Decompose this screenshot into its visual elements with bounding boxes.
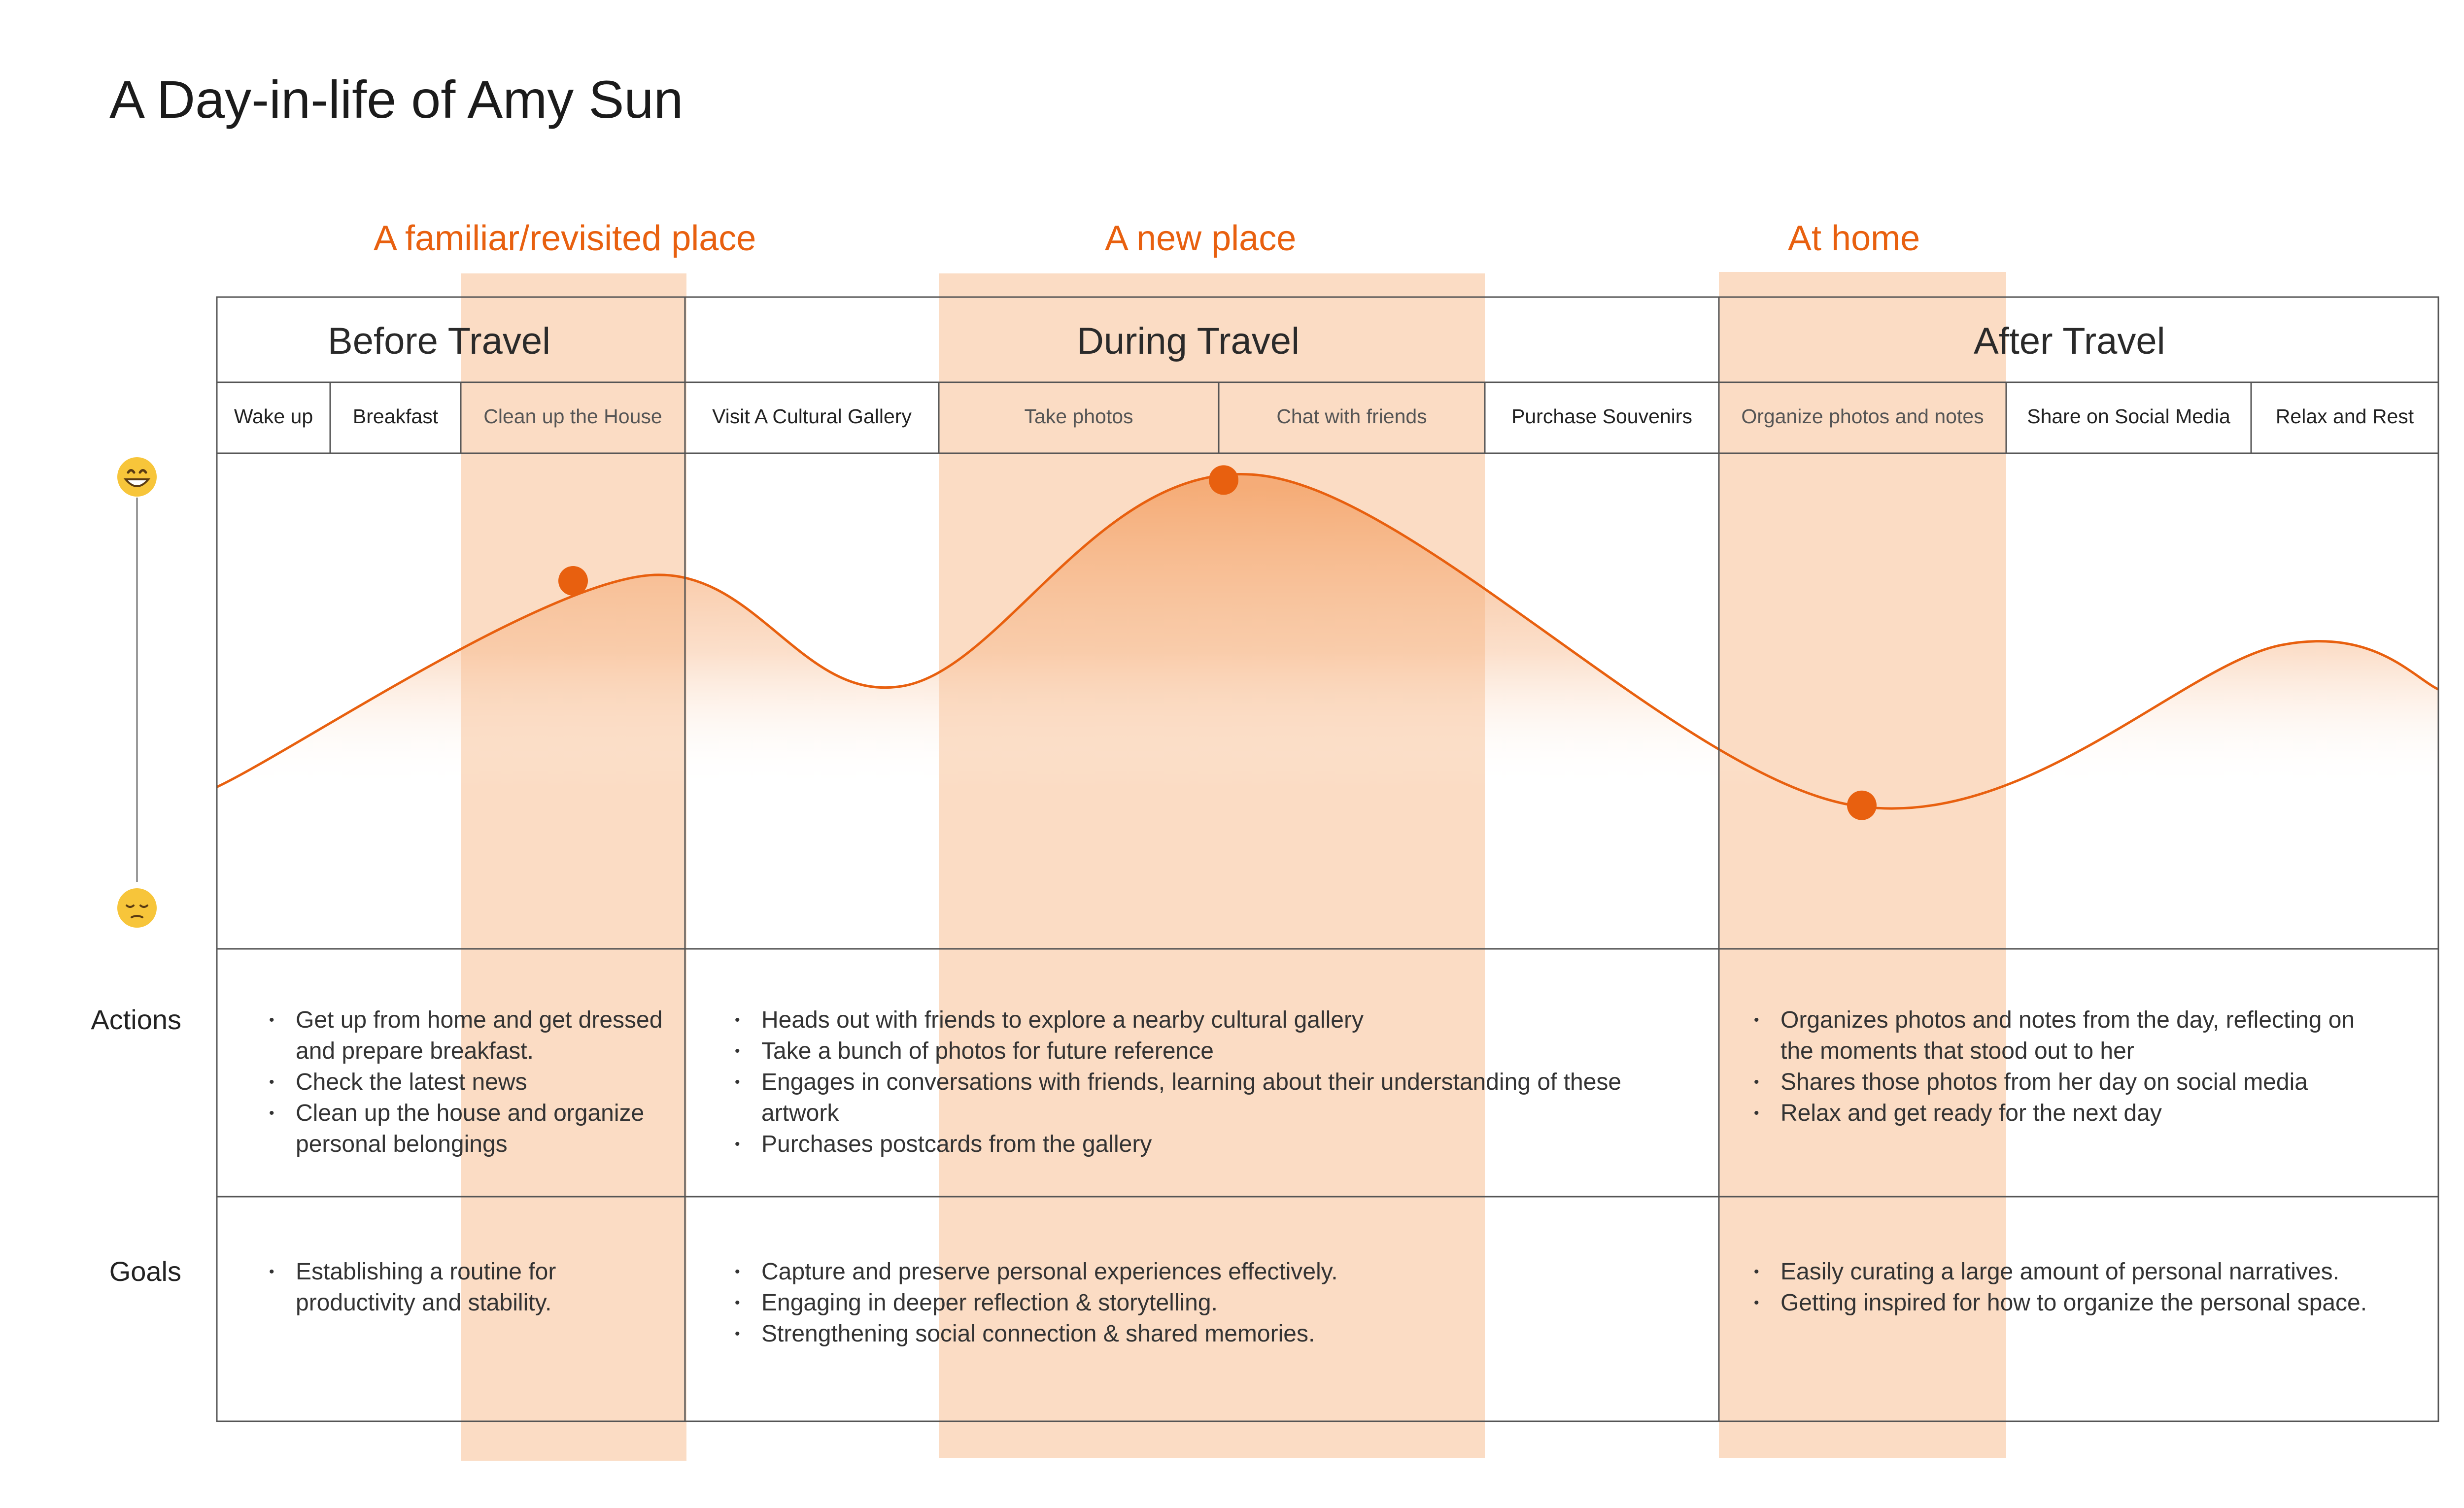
emotion-point-organize-photos-and-notes — [1847, 790, 1877, 820]
step-breakfast: Breakfast — [352, 405, 439, 428]
goals-after: Easily curating a large amount of person… — [1751, 1256, 2431, 1318]
list-item: Relax and get ready for the next day — [1751, 1098, 2392, 1129]
row-label-goals: Goals — [109, 1256, 181, 1287]
step-take-photos: Take photos — [1024, 405, 1133, 428]
list-item: Check the latest news — [266, 1067, 670, 1098]
goals-during: Capture and preserve personal experience… — [732, 1256, 1643, 1349]
step-chat-friends: Chat with friends — [1276, 405, 1427, 428]
list-item: Clean up the house and organize personal… — [266, 1098, 670, 1160]
list-item: Purchases postcards from the gallery — [732, 1129, 1643, 1160]
actions-after: Organizes photos and notes from the day,… — [1751, 1005, 2392, 1129]
list-item: Getting inspired for how to organize the… — [1751, 1287, 2431, 1318]
list-item: Shares those photos from her day on soci… — [1751, 1067, 2392, 1098]
phase-before-travel: Before Travel — [328, 320, 550, 362]
list-item: Engages in conversations with friends, l… — [732, 1067, 1643, 1129]
grinning-face-icon — [117, 457, 157, 497]
emotion-point-clean-up-the-house — [558, 566, 588, 596]
table-grid — [216, 296, 2439, 1422]
step-share-social: Share on Social Media — [2027, 405, 2230, 428]
step-purchase-souvenirs: Purchase Souvenirs — [1511, 405, 1692, 428]
step-relax-rest: Relax and Rest — [2275, 405, 2414, 428]
actions-before: Get up from home and get dressed and pre… — [266, 1005, 670, 1160]
list-item: Take a bunch of photos for future refere… — [732, 1036, 1643, 1067]
context-label-familiar: A familiar/revisited place — [374, 219, 756, 258]
context-label-home: At home — [1788, 219, 1920, 258]
list-item: Engaging in deeper reflection & storytel… — [732, 1287, 1643, 1318]
list-item: Establishing a routine for productivity … — [266, 1256, 631, 1318]
emotion-point-chat-with-friends — [1209, 465, 1238, 495]
phase-after-travel: After Travel — [1974, 320, 2165, 362]
step-organize-photos: Organize photos and notes — [1741, 405, 1984, 428]
emotion-curve — [217, 473, 2438, 810]
context-label-new-place: A new place — [1105, 219, 1297, 258]
step-clean-up: Clean up the House — [483, 405, 662, 428]
emotion-points — [558, 465, 1877, 820]
list-item: Get up from home and get dressed and pre… — [266, 1005, 670, 1067]
phase-during-travel: During Travel — [1077, 320, 1300, 362]
pensive-face-icon — [117, 888, 157, 928]
list-item: Organizes photos and notes from the day,… — [1751, 1005, 2392, 1067]
list-item: Strengthening social connection & shared… — [732, 1318, 1643, 1349]
list-item: Capture and preserve personal experience… — [732, 1256, 1643, 1287]
row-label-actions: Actions — [91, 1004, 181, 1035]
emotion-area — [217, 474, 2438, 949]
list-item: Heads out with friends to explore a near… — [732, 1005, 1643, 1036]
goals-before: Establishing a routine for productivity … — [266, 1256, 631, 1318]
page-title: A Day-in-life of Amy Sun — [109, 69, 684, 129]
step-visit-gallery: Visit A Cultural Gallery — [712, 405, 912, 428]
step-wake-up: Wake up — [234, 405, 313, 428]
actions-during: Heads out with friends to explore a near… — [732, 1005, 1643, 1160]
emotion-chart — [217, 473, 2438, 949]
list-item: Easily curating a large amount of person… — [1751, 1256, 2431, 1287]
